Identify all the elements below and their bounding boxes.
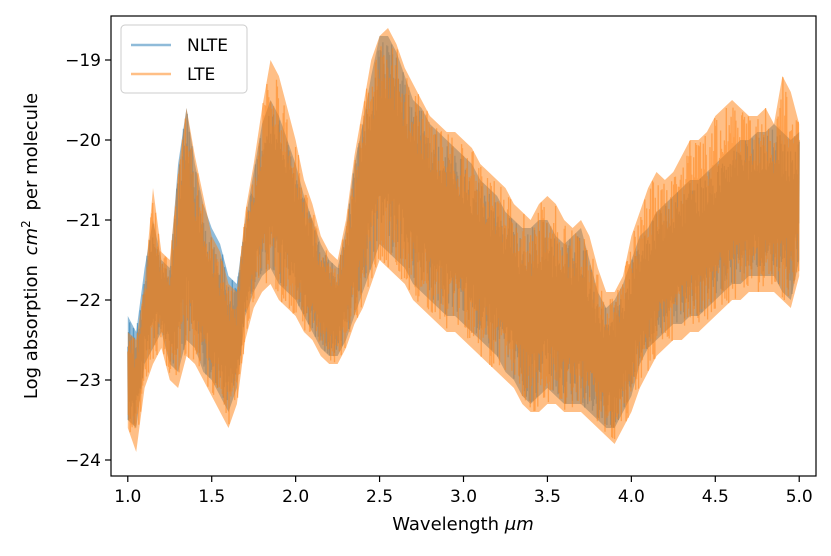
x-axis-ticks: 1.0 1.5 2.0 2.5 3.0 3.5 4.0 4.5 5.0: [114, 476, 813, 507]
y-axis-title: Log absorption cm2 per molecule: [14, 93, 42, 399]
x-tick-label: 1.0: [114, 487, 141, 507]
x-tick-label: 1.5: [198, 487, 225, 507]
y-tick-label: −19: [65, 51, 101, 71]
y-axis-title-unit: cm: [21, 228, 42, 255]
y-axis-title-suffix: per molecule: [21, 93, 42, 211]
legend-label-nlte: NLTE: [187, 36, 228, 56]
x-axis-title: Wavelength μm: [392, 514, 534, 535]
legend: NLTE LTE: [120, 24, 248, 94]
y-tick-label: −21: [65, 211, 101, 231]
x-axis-title-text: Wavelength: [392, 514, 499, 535]
x-tick-label: 3.5: [534, 487, 561, 507]
series-lte: [127, 28, 800, 452]
legend-box: [120, 24, 248, 94]
series-lte-line: [127, 46, 800, 440]
x-tick-label: 2.0: [282, 487, 309, 507]
x-tick-label: 4.5: [702, 487, 729, 507]
series-layer: [127, 28, 800, 452]
x-axis-title-unit: μm: [504, 514, 534, 535]
y-tick-label: −24: [65, 451, 101, 471]
y-tick-label: −22: [65, 291, 101, 311]
x-tick-label: 5.0: [786, 487, 813, 507]
legend-label-lte: LTE: [187, 65, 215, 85]
y-axis-title-prefix: Log absorption: [21, 265, 42, 399]
x-tick-label: 3.0: [450, 487, 477, 507]
y-tick-label: −23: [65, 371, 101, 391]
y-axis-title-exponent: 2: [19, 220, 33, 228]
y-tick-label: −20: [65, 131, 101, 151]
x-tick-label: 2.5: [366, 487, 393, 507]
y-axis-ticks: −24 −23 −22 −21 −20 −19: [65, 51, 111, 471]
x-tick-label: 4.0: [618, 487, 645, 507]
